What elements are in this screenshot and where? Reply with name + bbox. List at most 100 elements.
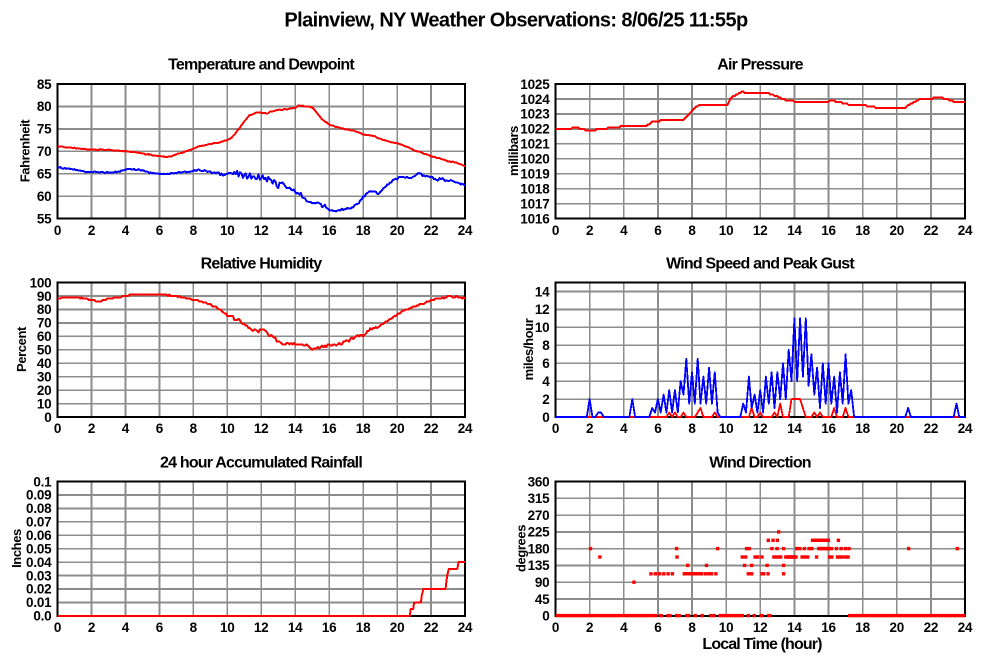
svg-text:Fahrenheit: Fahrenheit	[18, 119, 33, 183]
svg-text:90: 90	[37, 289, 52, 304]
svg-text:0.04: 0.04	[26, 555, 52, 570]
svg-text:2: 2	[586, 421, 593, 436]
svg-text:10: 10	[535, 320, 550, 335]
svg-text:Wind Speed and Peak Gust: Wind Speed and Peak Gust	[666, 256, 855, 273]
svg-text:10: 10	[719, 421, 734, 436]
svg-text:Wind Direction: Wind Direction	[709, 455, 811, 472]
svg-text:22: 22	[424, 421, 439, 436]
svg-text:0: 0	[54, 223, 61, 238]
svg-text:6: 6	[654, 620, 662, 635]
svg-text:16: 16	[322, 421, 337, 436]
svg-text:0: 0	[44, 410, 51, 425]
svg-text:8: 8	[190, 223, 198, 238]
svg-text:30: 30	[37, 369, 52, 384]
svg-text:8: 8	[190, 421, 198, 436]
svg-text:60: 60	[37, 189, 52, 204]
svg-text:1025: 1025	[520, 77, 550, 92]
svg-text:6: 6	[156, 421, 164, 436]
svg-text:14: 14	[787, 620, 802, 635]
svg-text:0.05: 0.05	[26, 541, 52, 556]
svg-text:8: 8	[688, 223, 696, 238]
svg-text:0.1: 0.1	[33, 474, 52, 489]
svg-text:0.09: 0.09	[26, 488, 51, 503]
svg-text:2: 2	[88, 620, 95, 635]
svg-text:Temperature and Dewpoint: Temperature and Dewpoint	[168, 57, 355, 74]
svg-text:18: 18	[356, 620, 371, 635]
svg-text:24: 24	[958, 223, 973, 238]
svg-text:10: 10	[220, 223, 235, 238]
svg-text:70: 70	[37, 144, 52, 159]
svg-text:1021: 1021	[520, 137, 550, 152]
svg-text:degrees: degrees	[514, 525, 529, 572]
svg-text:0.08: 0.08	[26, 501, 52, 516]
svg-text:18: 18	[356, 421, 371, 436]
svg-text:90: 90	[535, 575, 550, 590]
svg-text:0.01: 0.01	[26, 595, 52, 610]
svg-text:12: 12	[535, 302, 550, 317]
svg-text:270: 270	[528, 508, 550, 523]
svg-text:2: 2	[586, 223, 593, 238]
svg-text:4: 4	[122, 223, 130, 238]
svg-text:24 hour Accumulated Rainfall: 24 hour Accumulated Rainfall	[160, 455, 362, 472]
svg-text:22: 22	[924, 223, 939, 238]
svg-text:16: 16	[322, 620, 337, 635]
svg-text:6: 6	[654, 421, 662, 436]
svg-text:4: 4	[542, 374, 550, 389]
svg-text:18: 18	[855, 223, 870, 238]
svg-text:20: 20	[390, 421, 405, 436]
svg-text:10: 10	[220, 421, 235, 436]
svg-text:Local Time (hour): Local Time (hour)	[702, 636, 822, 653]
svg-text:80: 80	[37, 302, 52, 317]
svg-text:24: 24	[458, 620, 473, 635]
svg-text:8: 8	[542, 338, 550, 353]
svg-text:8: 8	[190, 620, 198, 635]
svg-text:Relative Humidity: Relative Humidity	[201, 256, 323, 273]
svg-text:100: 100	[30, 275, 52, 290]
svg-text:6: 6	[654, 223, 662, 238]
svg-text:18: 18	[855, 421, 870, 436]
svg-text:12: 12	[753, 421, 768, 436]
svg-text:20: 20	[889, 421, 904, 436]
svg-text:14: 14	[288, 620, 303, 635]
svg-text:14: 14	[535, 284, 550, 299]
svg-text:20: 20	[889, 620, 904, 635]
svg-text:1017: 1017	[520, 196, 549, 211]
svg-text:6: 6	[542, 356, 550, 371]
svg-text:22: 22	[424, 620, 439, 635]
svg-text:0: 0	[552, 421, 559, 436]
svg-text:8: 8	[688, 620, 696, 635]
svg-text:360: 360	[528, 474, 550, 489]
svg-text:1018: 1018	[520, 182, 550, 197]
svg-text:14: 14	[787, 223, 802, 238]
svg-text:55: 55	[37, 211, 52, 226]
svg-text:22: 22	[924, 421, 939, 436]
svg-text:4: 4	[620, 421, 628, 436]
svg-text:4: 4	[122, 620, 130, 635]
svg-text:65: 65	[37, 167, 52, 182]
svg-text:14: 14	[288, 223, 303, 238]
svg-text:0.03: 0.03	[26, 568, 52, 583]
svg-text:0: 0	[552, 223, 559, 238]
svg-text:10: 10	[719, 223, 734, 238]
svg-text:18: 18	[855, 620, 870, 635]
svg-text:Air Pressure: Air Pressure	[717, 57, 803, 74]
svg-text:225: 225	[528, 525, 551, 540]
svg-text:1020: 1020	[520, 152, 549, 167]
svg-text:16: 16	[821, 223, 836, 238]
svg-text:16: 16	[322, 223, 337, 238]
svg-text:8: 8	[688, 421, 696, 436]
svg-text:24: 24	[958, 421, 973, 436]
svg-text:12: 12	[254, 223, 269, 238]
svg-text:14: 14	[787, 421, 802, 436]
svg-text:22: 22	[424, 223, 439, 238]
svg-text:10: 10	[719, 620, 734, 635]
svg-text:20: 20	[889, 223, 904, 238]
svg-text:0.02: 0.02	[26, 582, 51, 597]
svg-text:miles/hour: miles/hour	[521, 318, 536, 380]
svg-text:50: 50	[37, 343, 52, 358]
svg-text:315: 315	[528, 491, 551, 506]
svg-text:4: 4	[122, 421, 130, 436]
svg-text:0: 0	[552, 620, 559, 635]
svg-text:2: 2	[586, 620, 593, 635]
svg-text:18: 18	[356, 223, 371, 238]
